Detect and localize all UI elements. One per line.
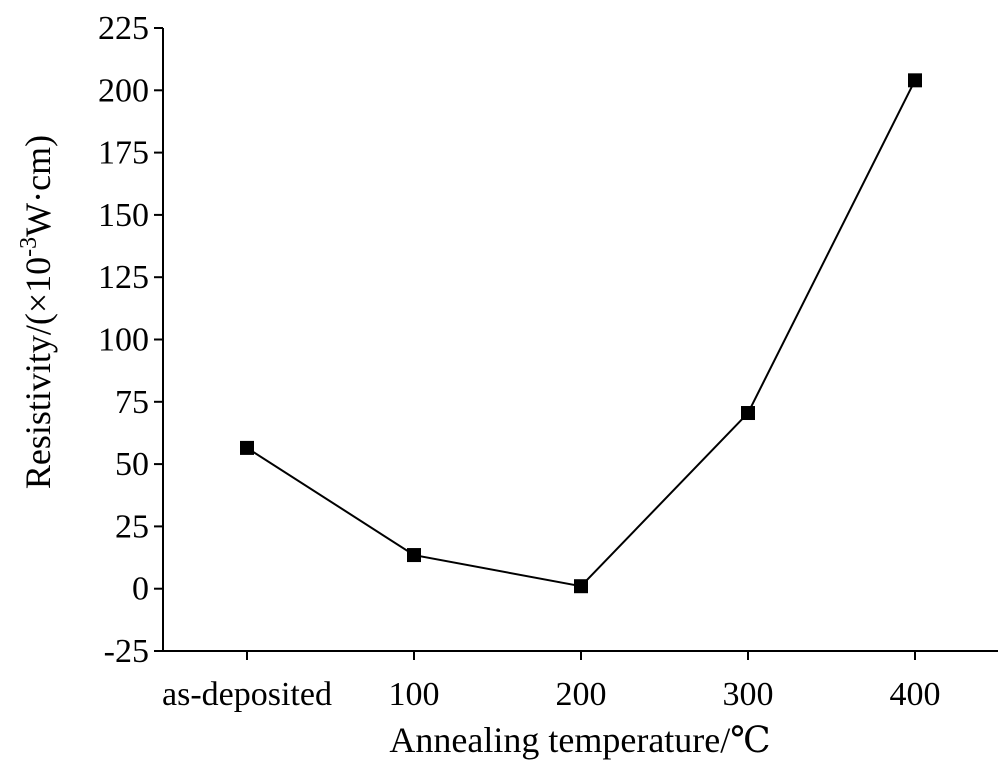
- x-axis-ticks: as-deposited 100 200 300 400: [162, 651, 941, 713]
- y-tick-label: 175: [98, 135, 149, 172]
- x-tick-label: 300: [723, 676, 774, 713]
- y-axis-label-prefix: Resistivity/(×10: [18, 257, 58, 489]
- y-tick-label: 150: [98, 197, 149, 234]
- y-axis-ticks: -25 0 25 50 75 100 125 150 175 200 225: [98, 10, 163, 670]
- y-tick-label: 0: [132, 571, 149, 608]
- y-tick-label: -25: [104, 633, 149, 670]
- y-tick-label: 125: [98, 259, 149, 296]
- y-axis-label-suffix: W·cm): [18, 135, 58, 237]
- y-tick-label: 50: [115, 446, 149, 483]
- y-axis-label-superscript: -3: [16, 237, 42, 257]
- x-tick-label: as-deposited: [162, 676, 332, 713]
- y-tick-label: 100: [98, 322, 149, 359]
- x-tick-label: 200: [556, 676, 607, 713]
- x-tick-label: 100: [389, 676, 440, 713]
- x-tick-label: 400: [890, 676, 941, 713]
- data-point-marker: [574, 579, 588, 594]
- series-line: [246, 79, 916, 588]
- axes: [162, 28, 998, 652]
- y-tick-label: 225: [98, 10, 149, 47]
- data-point-marker: [908, 73, 922, 88]
- data-point-marker: [240, 440, 254, 455]
- y-tick-label: 200: [98, 72, 149, 109]
- x-axis-label: Annealing temperature/℃: [389, 720, 770, 760]
- y-tick-label: 75: [115, 384, 149, 421]
- y-axis-label: Resistivity/(×10-3W·cm): [16, 135, 58, 489]
- series-group: [240, 73, 922, 594]
- data-point-marker: [741, 406, 755, 421]
- y-tick-label: 25: [115, 508, 149, 545]
- data-point-marker: [407, 548, 421, 563]
